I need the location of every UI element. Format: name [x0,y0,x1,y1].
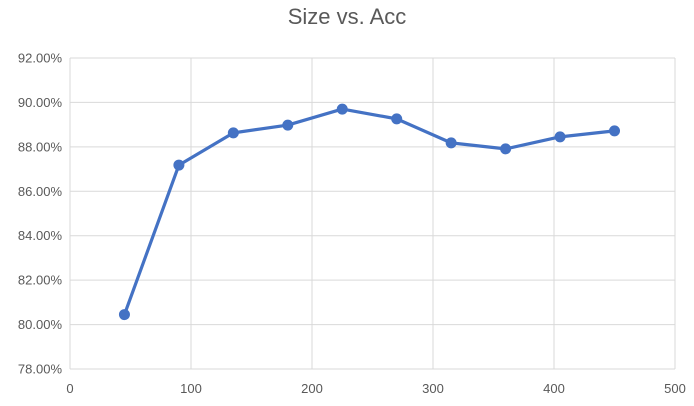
data-point [173,159,185,171]
series-layer [118,103,620,321]
x-tick-label: 300 [422,381,444,396]
data-point [500,143,512,155]
y-tick-label: 88.00% [18,139,63,154]
y-tick-label: 90.00% [18,95,63,110]
data-point [118,309,130,321]
y-tick-label: 92.00% [18,51,63,66]
y-tick-label: 82.00% [18,273,63,288]
x-tick-label: 500 [664,381,686,396]
x-tick-label: 100 [180,381,202,396]
x-tick-label: 200 [301,381,323,396]
y-tick-label: 84.00% [18,228,63,243]
data-point [227,127,239,139]
y-tick-label: 80.00% [18,317,63,332]
data-point [391,113,403,125]
data-point [609,125,620,137]
chart-title: Size vs. Acc [287,4,407,29]
x-tick-label: 400 [543,381,565,396]
series-line [122,107,617,317]
data-point [282,119,294,131]
data-point [554,131,566,143]
data-point [336,103,348,115]
data-point [445,137,457,149]
tick-labels: 78.00% 80.00% 82.00% 84.00% 86.00% 88.00% 90.0… [18,51,686,397]
y-tick-label: 86.00% [18,184,63,199]
y-tick-label: 78.00% [18,362,63,377]
grid-lines [69,57,676,370]
x-tick-label: 0 [66,381,73,396]
